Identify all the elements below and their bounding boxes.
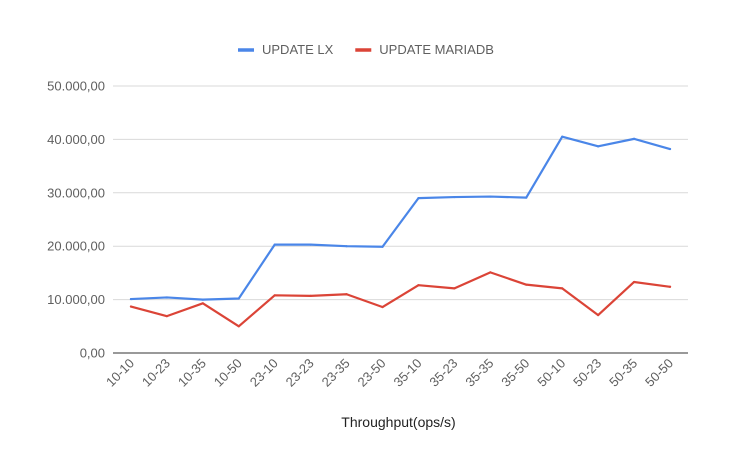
data-point — [345, 245, 348, 248]
x-axis-ticks: 10-10 10-23 10-35 10-50 23-10 23-23 23-35 23-50… — [103, 356, 676, 390]
data-point — [525, 196, 528, 199]
data-point — [453, 287, 456, 290]
data-point — [561, 287, 564, 290]
y-tick-label: 30.000,00 — [47, 185, 105, 200]
y-tick-label: 10.000,00 — [47, 292, 105, 307]
legend-label: UPDATE MARIADB — [379, 42, 494, 57]
x-tick-label: 35-35 — [462, 356, 496, 390]
y-tick-label: 0,00 — [80, 346, 105, 361]
data-point — [453, 195, 456, 199]
data-point — [273, 243, 276, 246]
x-tick-label: 50-35 — [606, 356, 640, 390]
x-tick-label: 23-35 — [319, 356, 353, 390]
data-point — [381, 245, 384, 248]
data-point — [561, 135, 564, 138]
data-point — [165, 296, 169, 299]
data-point — [201, 302, 204, 305]
series-1 — [129, 271, 672, 328]
y-tick-label: 20.000,00 — [47, 239, 105, 254]
x-tick-label: 35-50 — [498, 356, 532, 390]
data-point — [381, 305, 384, 309]
data-point — [489, 271, 492, 274]
data-point — [632, 137, 636, 140]
x-tick-label: 23-10 — [247, 356, 281, 390]
data-point — [201, 298, 204, 301]
data-point — [165, 315, 169, 318]
data-point — [237, 325, 240, 328]
x-tick-label: 10-50 — [211, 356, 245, 390]
y-axis-ticks: 0,00 10.000,00 20.000,00 30.000,00 40.000,00… — [47, 79, 105, 361]
x-tick-label: 10-35 — [175, 356, 209, 390]
x-tick-label: 23-23 — [283, 356, 317, 390]
data-point — [273, 294, 276, 297]
legend-label: UPDATE LX — [262, 42, 334, 57]
data-point — [309, 294, 312, 297]
data-point — [597, 145, 600, 148]
data-point — [525, 283, 528, 286]
legend-item: UPDATE LX — [238, 42, 334, 57]
data-point — [668, 147, 672, 151]
data-point — [309, 243, 312, 246]
data-point — [129, 305, 133, 308]
y-tick-label: 50.000,00 — [47, 79, 105, 94]
x-tick-label: 23-50 — [355, 356, 389, 390]
y-tick-label: 40.000,00 — [47, 132, 105, 147]
x-tick-label: 35-10 — [390, 356, 424, 390]
data-point — [417, 284, 420, 287]
legend: UPDATE LX UPDATE MARIADB — [238, 42, 494, 57]
x-tick-label: 10-10 — [103, 356, 137, 390]
series-line — [129, 135, 672, 301]
x-tick-label: 35-23 — [426, 356, 460, 390]
data-point — [632, 280, 636, 284]
x-axis-title: Throughput(ops/s) — [341, 414, 455, 430]
x-tick-label: 10-23 — [139, 356, 173, 390]
data-point — [597, 313, 600, 317]
series-0 — [129, 135, 672, 301]
x-tick-label: 50-23 — [570, 356, 604, 390]
x-tick-label: 50-50 — [642, 356, 676, 390]
data-point — [345, 293, 348, 296]
series-layer — [129, 135, 672, 328]
data-point — [129, 297, 133, 301]
data-point — [668, 285, 672, 288]
x-tick-label: 50-10 — [534, 356, 568, 390]
data-point — [417, 197, 420, 200]
legend-item: UPDATE MARIADB — [355, 42, 494, 57]
data-point — [237, 297, 240, 300]
data-point — [489, 195, 492, 198]
series-line — [129, 271, 672, 328]
